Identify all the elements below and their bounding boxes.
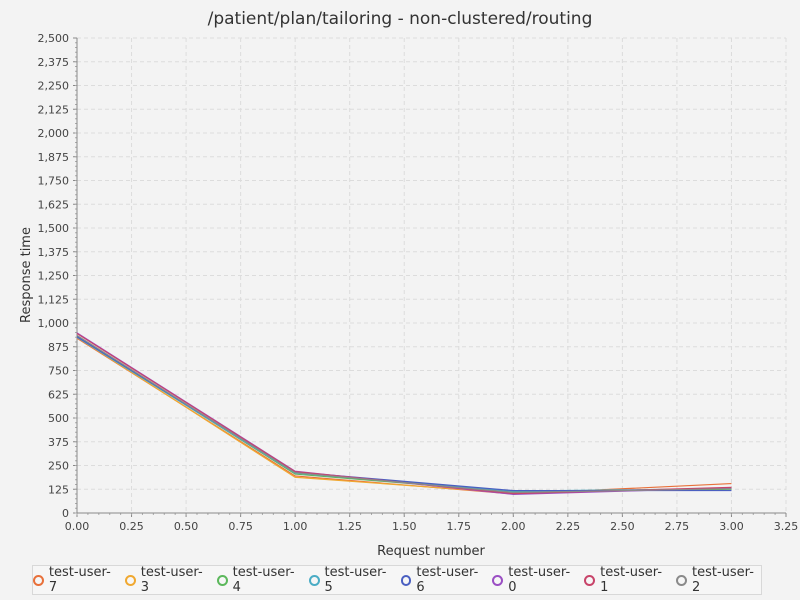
- x-tick-label: 2.50: [610, 520, 635, 533]
- legend: test-user-7 test-user-3 test-user-4 test-us…: [32, 565, 762, 595]
- y-tick-label: 875: [48, 341, 69, 354]
- y-tick-label: 375: [48, 436, 69, 449]
- legend-marker-icon: [124, 574, 136, 586]
- legend-label: test-user-0: [508, 565, 571, 595]
- legend-item: test-user-4: [216, 565, 302, 595]
- legend-item: test-user-1: [584, 565, 669, 595]
- x-tick-label: 2.00: [501, 520, 526, 533]
- x-tick-label: 1.00: [283, 520, 308, 533]
- y-tick-label: 1,000: [38, 317, 70, 330]
- x-tick-label: 1.25: [337, 520, 362, 533]
- legend-label: test-user-3: [140, 565, 203, 595]
- legend-label: test-user-4: [232, 565, 295, 595]
- legend-marker-icon: [33, 574, 44, 586]
- legend-item: test-user-7: [33, 565, 118, 595]
- y-tick-label: 2,375: [38, 56, 70, 69]
- y-tick-label: 0: [62, 507, 69, 520]
- legend-label: test-user-5: [324, 565, 387, 595]
- legend-item: test-user-2: [676, 565, 761, 595]
- x-tick-label: 3.25: [774, 520, 799, 533]
- legend-item: test-user-5: [308, 565, 394, 595]
- x-tick-label: 2.25: [556, 520, 581, 533]
- y-tick-label: 1,625: [38, 198, 70, 211]
- x-tick-label: 1.50: [392, 520, 417, 533]
- legend-marker-icon: [584, 574, 596, 586]
- x-tick-label: 0.25: [119, 520, 144, 533]
- y-tick-label: 2,500: [38, 32, 70, 45]
- legend-label: test-user-1: [600, 565, 663, 595]
- y-tick-label: 250: [48, 460, 69, 473]
- x-tick-label: 1.75: [447, 520, 472, 533]
- series-line-test-user-2: [76, 334, 732, 494]
- legend-marker-icon: [400, 574, 412, 586]
- x-tick-label: 0.00: [65, 520, 90, 533]
- y-tick-label: 2,000: [38, 127, 70, 140]
- legend-marker-icon: [216, 574, 228, 586]
- y-tick-label: 2,125: [38, 103, 70, 116]
- chart-title: /patient/plan/tailoring - non-clustered/…: [208, 9, 593, 29]
- axes: 0 125 250 375 500 625 750 875 1,000 1,125 1,250 1,3…: [38, 32, 799, 533]
- legend-label: test-user-6: [416, 565, 479, 595]
- legend-label: test-user-2: [692, 565, 754, 595]
- x-tick-label: 0.75: [228, 520, 253, 533]
- legend-item: test-user-0: [492, 565, 577, 595]
- x-tick-label: 2.75: [665, 520, 690, 533]
- legend-marker-icon: [676, 574, 688, 586]
- y-tick-label: 2,250: [38, 80, 70, 93]
- legend-label: test-user-7: [48, 565, 111, 595]
- y-tick-label: 1,125: [38, 293, 70, 306]
- y-tick-label: 1,750: [38, 175, 70, 188]
- y-tick-label: 1,500: [38, 222, 70, 235]
- series-lines: [76, 332, 732, 495]
- y-axis-title: Response time: [19, 227, 34, 323]
- legend-item: test-user-3: [124, 565, 210, 595]
- x-tick-label: 0.50: [174, 520, 199, 533]
- legend-item: test-user-6: [400, 565, 486, 595]
- y-tick-label: 1,375: [38, 246, 70, 259]
- y-tick-label: 625: [48, 388, 69, 401]
- y-tick-label: 500: [48, 412, 69, 425]
- y-tick-label: 750: [48, 365, 69, 378]
- y-tick-label: 1,875: [38, 151, 70, 164]
- x-axis-title: Request number: [377, 544, 485, 559]
- legend-marker-icon: [492, 574, 504, 586]
- x-tick-label: 3.00: [719, 520, 744, 533]
- y-tick-label: 125: [48, 483, 69, 496]
- y-tick-label: 1,250: [38, 270, 70, 283]
- legend-marker-icon: [308, 574, 320, 586]
